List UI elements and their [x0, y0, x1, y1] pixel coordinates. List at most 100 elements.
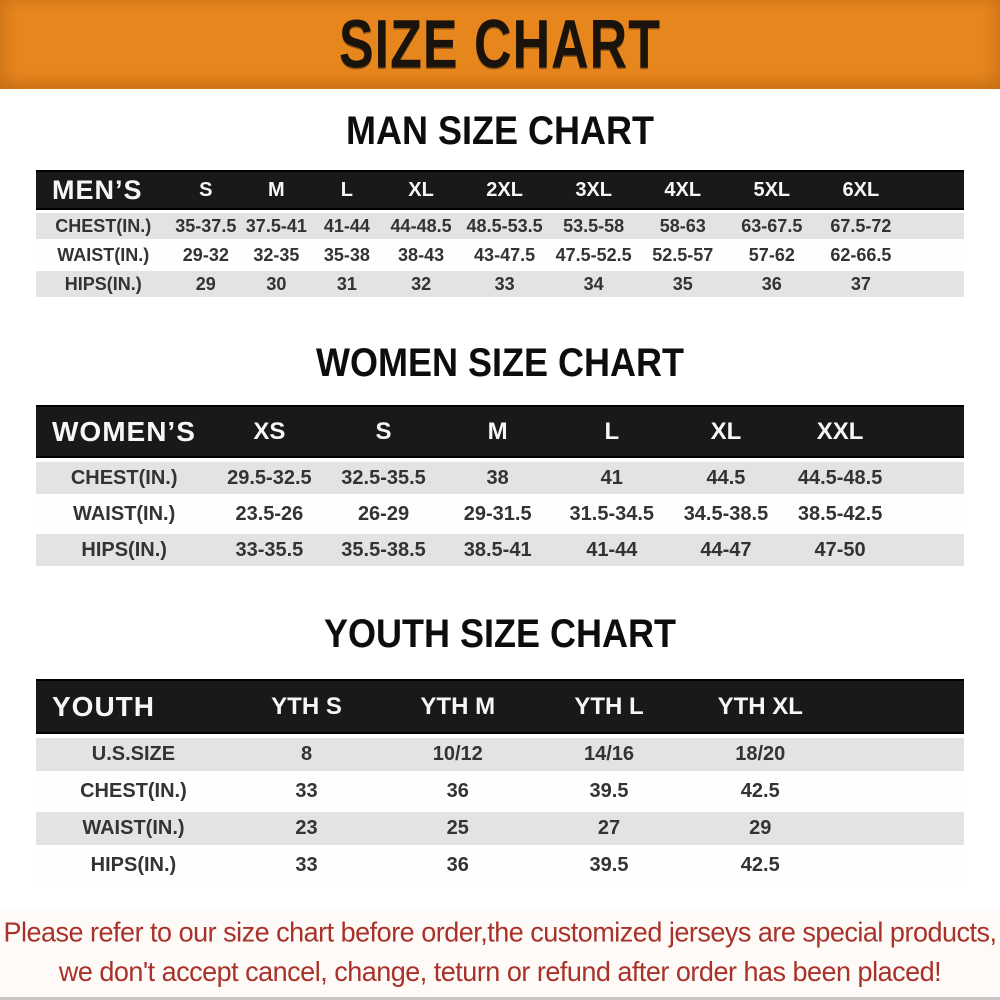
disclaimer-line-2: we don't accept cancel, change, teturn o… — [58, 956, 942, 988]
row-label: U.S.SIZE — [91, 743, 176, 765]
mens-header-row: MEN’S S M L XL 2XL 3XL 4XL 5XL 6XL — [36, 170, 964, 210]
row-filler — [905, 271, 964, 297]
size-column-header: L — [554, 405, 669, 458]
size-cell: 44.5 — [706, 466, 746, 489]
size-column-header: 4XL — [638, 170, 728, 210]
size-cell: 42.5 — [740, 854, 780, 876]
size-cell: 37.5-41 — [245, 215, 307, 236]
size-column-header: 6XL — [816, 170, 906, 210]
womens-heading: WOMEN SIZE CHART — [316, 339, 684, 385]
size-column-header: XL — [668, 405, 784, 458]
size-column-header: 3XL — [549, 170, 639, 210]
size-cell: 31.5-34.5 — [569, 502, 655, 525]
size-cell: 38 — [486, 466, 509, 489]
row-label: HIPS(IN.) — [64, 273, 142, 294]
table-row: WAIST(IN.) 29-32 32-35 35-38 38-43 43-47.5 47.… — [36, 242, 964, 268]
size-cell: 63-67.5 — [741, 215, 803, 236]
size-cell: 52.5-57 — [652, 244, 714, 265]
row-filler — [836, 849, 964, 882]
size-cell: 37 — [850, 273, 871, 294]
size-cell: 23 — [295, 817, 318, 839]
size-cell: 32.5-35.5 — [341, 466, 426, 489]
size-cell: 36 — [446, 854, 469, 876]
row-filler — [905, 242, 964, 268]
size-cell: 29 — [749, 817, 772, 839]
row-label: WAIST(IN.) — [73, 502, 176, 525]
size-cell: 67.5-72 — [830, 215, 892, 236]
size-cell: 62-66.5 — [830, 244, 892, 265]
youth-header-row: YOUTH YTH S YTH M YTH L YTH XL — [36, 679, 964, 734]
size-cell: 41 — [600, 466, 623, 489]
row-label: CHEST(IN.) — [80, 780, 187, 802]
row-filler — [897, 534, 964, 566]
row-label: WAIST(IN.) — [82, 817, 185, 839]
row-filler — [836, 738, 964, 771]
size-cell: 42.5 — [740, 780, 780, 802]
size-cell: 18/20 — [735, 743, 786, 765]
size-cell: 27 — [597, 817, 621, 839]
size-column-header: XXL — [783, 405, 898, 458]
mens-size-table: MEN’S S M L XL 2XL 3XL 4XL 5XL 6XL CHEST(IN.) 35-… — [36, 167, 964, 300]
size-cell: 32-35 — [253, 244, 300, 265]
row-label: HIPS(IN.) — [90, 854, 177, 876]
mens-section: MAN SIZE CHART MEN’S S M L XL 2XL 3XL 4XL 5XL 6X… — [0, 108, 1000, 300]
size-column-header: L — [311, 170, 383, 210]
size-cell: 14/16 — [583, 743, 635, 765]
size-cell: 47.5-52.5 — [555, 244, 632, 265]
size-cell: 29 — [195, 273, 216, 294]
size-cell: 36 — [446, 780, 469, 802]
size-column-header: M — [440, 405, 555, 458]
size-cell: 48.5-53.5 — [466, 215, 543, 236]
size-cell: 32 — [411, 273, 432, 294]
header-filler — [905, 170, 964, 210]
size-cell: 43-47.5 — [474, 244, 536, 265]
size-cell: 34 — [583, 273, 604, 294]
size-cell: 33 — [295, 780, 318, 802]
table-row: WAIST(IN.) 23.5-26 26-29 29-31.5 31.5-34.5 34… — [36, 498, 964, 530]
header-filler — [835, 679, 964, 734]
table-row: CHEST(IN.) 33 36 39.5 42.5 — [36, 775, 964, 808]
size-column-header: 5XL — [727, 170, 817, 210]
size-cell: 33 — [494, 273, 515, 294]
table-row: WAIST(IN.) 23 25 27 29 — [36, 812, 964, 845]
size-cell: 38.5-42.5 — [797, 502, 883, 525]
size-cell: 10/12 — [432, 743, 483, 765]
header-filler — [897, 405, 964, 458]
size-column-header: S — [170, 170, 242, 210]
table-row: CHEST(IN.) 29.5-32.5 32.5-35.5 38 41 44.5 44.5… — [36, 462, 964, 494]
table-row: CHEST(IN.) 35-37.5 37.5-41 41-44 44-48.5 48.5… — [36, 213, 964, 239]
size-column-header: YTH S — [230, 679, 383, 734]
size-cell: 33 — [295, 854, 318, 876]
size-chart-title: SIZE CHART — [339, 6, 661, 83]
size-cell: 29-31.5 — [463, 502, 532, 525]
size-cell: 58-63 — [659, 215, 706, 236]
size-cell: 44-48.5 — [390, 215, 452, 236]
row-label: HIPS(IN.) — [81, 538, 167, 561]
table-row: U.S.SIZE 8 10/12 14/16 18/20 — [36, 738, 964, 771]
size-cell: 33-35.5 — [235, 538, 304, 561]
size-cell: 44.5-48.5 — [797, 466, 883, 489]
womens-table-label: WOMEN’S — [36, 405, 213, 458]
womens-section: WOMEN SIZE CHART WOMEN’S XS S M L XL XXL CHES… — [0, 339, 1000, 570]
size-cell: 57-62 — [748, 244, 795, 265]
size-cell: 38.5-41 — [463, 538, 532, 561]
size-cell: 30 — [266, 273, 287, 294]
size-cell: 26-29 — [357, 502, 410, 525]
row-filler — [836, 812, 964, 845]
row-filler — [905, 213, 964, 239]
table-row: HIPS(IN.) 29 30 31 32 33 34 35 36 37 — [36, 271, 964, 297]
bottom-border-line — [0, 997, 1000, 1000]
row-label: WAIST(IN.) — [57, 244, 150, 265]
disclaimer: Please refer to our size chart before or… — [0, 908, 1000, 998]
womens-size-table: WOMEN’S XS S M L XL XXL CHEST(IN.) 29.5-32.5 32… — [36, 401, 964, 570]
size-chart-banner: SIZE CHART — [0, 0, 1000, 89]
size-cell: 23.5-26 — [235, 502, 304, 525]
size-column-header: 2XL — [460, 170, 550, 210]
size-column-header: S — [326, 405, 441, 458]
size-column-header: XS — [212, 405, 327, 458]
table-row: HIPS(IN.) 33-35.5 35.5-38.5 38.5-41 41-44 44-… — [36, 534, 964, 566]
size-column-header: YTH L — [533, 679, 685, 734]
size-cell: 41-44 — [323, 215, 370, 236]
size-cell: 35.5-38.5 — [341, 538, 426, 561]
row-label: CHEST(IN.) — [70, 466, 178, 489]
